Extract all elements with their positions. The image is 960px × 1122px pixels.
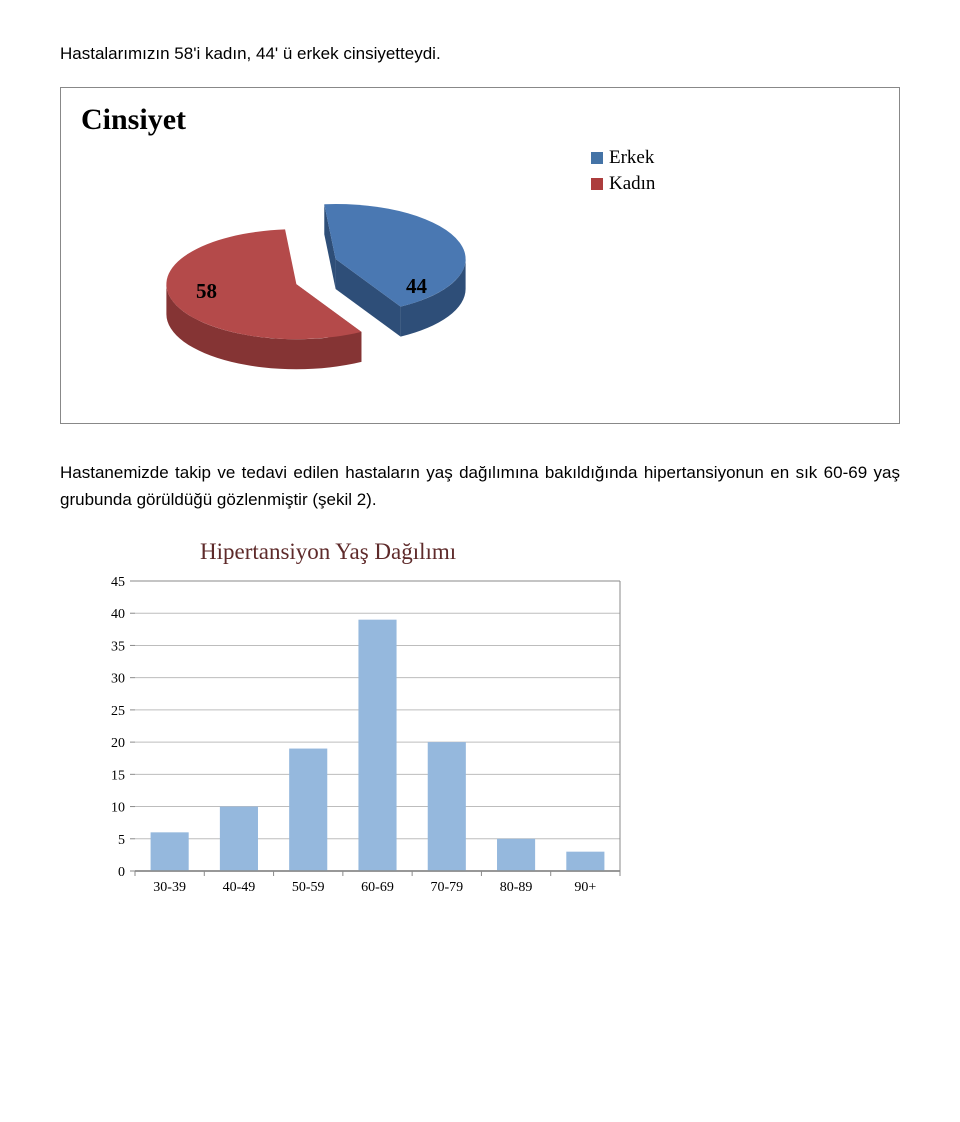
x-tick-label: 90+ [574, 880, 596, 895]
legend-swatch [591, 152, 603, 164]
legend-item: Erkek [591, 147, 655, 169]
bar [497, 838, 535, 870]
legend-label: Erkek [609, 147, 654, 169]
y-tick-label: 30 [111, 671, 125, 686]
mid-text: Hastanemizde takip ve tedavi edilen hast… [60, 459, 900, 513]
x-tick-label: 80-89 [500, 880, 533, 895]
pie-slice-label: 58 [196, 279, 217, 303]
y-tick-label: 35 [111, 639, 125, 654]
pie-chart-svg: 58 44 [81, 143, 551, 403]
y-tick-label: 40 [111, 607, 125, 622]
legend-swatch [591, 178, 603, 190]
bar-chart-title: Hipertansiyon Yaş Dağılımı [200, 539, 900, 565]
bar [289, 748, 327, 870]
x-tick-label: 50-59 [292, 880, 325, 895]
y-tick-label: 0 [118, 865, 125, 880]
x-tick-label: 60-69 [361, 880, 394, 895]
pie-slice-label: 44 [406, 274, 428, 298]
y-tick-label: 10 [111, 800, 125, 815]
legend-label: Kadın [609, 173, 655, 195]
bar [220, 806, 258, 870]
bar-chart-svg: 0 5 10 15 20 25 30 35 40 45 30-39 40-49 50-59 60-69 70… [90, 571, 630, 901]
bar-chart-container: Hipertansiyon Yaş Dağılımı 0 5 10 15 20 25 30 3… [60, 539, 900, 906]
pie-chart-title: Cinsiyet [81, 103, 879, 137]
pie-legend: Erkek Kadın [591, 147, 655, 199]
pie-chart-container: Cinsiyet 58 44 Erkek Kadın [60, 87, 900, 424]
y-tick-label: 45 [111, 575, 125, 590]
y-tick-label: 15 [111, 768, 125, 783]
x-tick-label: 40-49 [223, 880, 256, 895]
bar [151, 832, 189, 871]
y-tick-label: 20 [111, 736, 125, 751]
intro-text: Hastalarımızın 58'i kadın, 44' ü erkek c… [60, 40, 900, 67]
y-tick-label: 25 [111, 703, 125, 718]
bar [566, 851, 604, 870]
bar [428, 742, 466, 871]
x-tick-label: 30-39 [153, 880, 186, 895]
legend-item: Kadın [591, 173, 655, 195]
y-tick-label: 5 [118, 832, 125, 847]
x-tick-label: 70-79 [430, 880, 463, 895]
bar [358, 619, 396, 870]
